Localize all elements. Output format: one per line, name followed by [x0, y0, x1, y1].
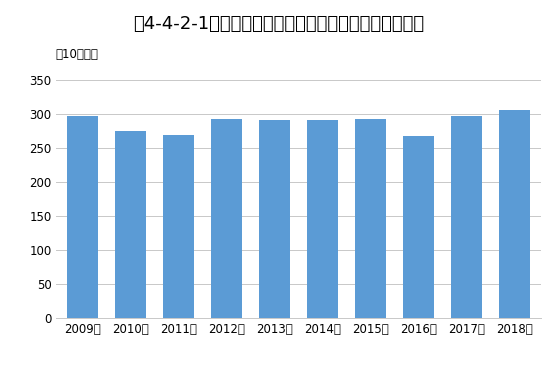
Bar	[66, 116, 98, 318]
Text: （10億円）: （10億円）	[56, 48, 99, 61]
Bar	[403, 136, 434, 318]
Bar	[211, 119, 242, 318]
Bar	[115, 131, 146, 318]
Bar	[355, 119, 386, 318]
Text: 図4-4-2-1　画像診断システムの生産金額推移（国内）: 図4-4-2-1 画像診断システムの生産金額推移（国内）	[133, 15, 425, 33]
Bar	[499, 109, 531, 318]
Bar	[307, 120, 338, 318]
Bar	[451, 116, 482, 318]
Bar	[259, 120, 290, 318]
Bar	[163, 135, 194, 318]
